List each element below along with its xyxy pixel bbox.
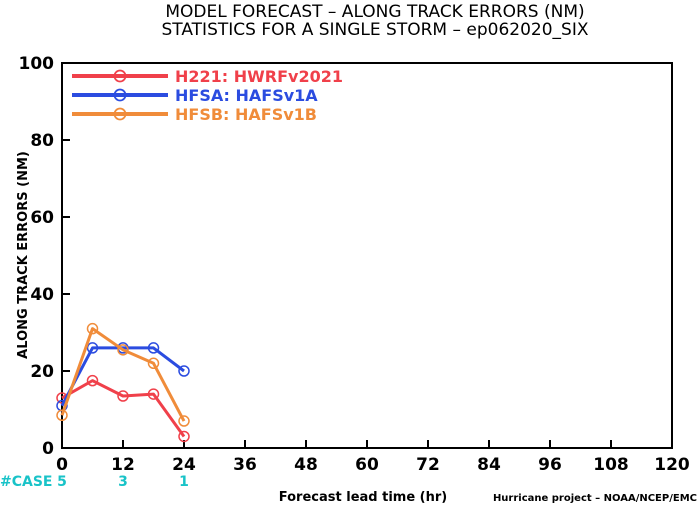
data-point (178, 365, 190, 377)
y-axis-label: ALONG TRACK ERRORS (NM) (16, 151, 31, 359)
case-counts: #CASE 5 3 1 (0, 474, 189, 490)
y-tick-label: 20 (30, 362, 54, 382)
legend-label: HFSB: HAFSv1B (175, 105, 317, 124)
series-line (61, 379, 186, 438)
x-axis-label: Forecast lead time (hr) (279, 490, 447, 505)
case-count: 3 (118, 474, 128, 490)
series-line (60, 346, 185, 407)
legend-label: H221: HWRFv2021 (175, 67, 343, 86)
data-point (86, 374, 99, 387)
data-point (56, 409, 68, 422)
x-tick-label: 96 (538, 455, 562, 475)
data-point (147, 357, 160, 370)
case-label: #CASE (0, 474, 53, 490)
x-tick-label: 108 (593, 455, 629, 475)
x-tick-label: 0 (56, 455, 68, 475)
x-tick-label: 84 (477, 455, 501, 475)
y-tick-label: 60 (30, 208, 54, 228)
legend-marker (113, 69, 127, 83)
data-point (178, 430, 190, 443)
plot-area (61, 62, 673, 449)
y-tick-label: 40 (30, 285, 54, 305)
data-point (147, 388, 160, 400)
x-tick-label: 120 (654, 455, 690, 475)
x-tick-label: 24 (172, 455, 196, 475)
x-tick-label: 48 (294, 455, 318, 475)
x-tick-label: 36 (233, 455, 257, 475)
data-point (147, 342, 160, 354)
data-point (117, 390, 129, 402)
credit-text: Hurricane project – NOAA/NCEP/EMC (493, 493, 697, 504)
data-point (117, 344, 129, 356)
data-point (178, 415, 190, 427)
case-count: 1 (179, 474, 189, 490)
y-tick-label: 80 (30, 131, 54, 151)
data-point (86, 322, 99, 335)
x-tick-label: 72 (416, 455, 440, 475)
series-layer (56, 322, 190, 443)
data-point (86, 342, 99, 354)
y-tick-label: 100 (19, 54, 55, 74)
x-axis: 0 12 24 36 48 60 72 84 96 108 120 (56, 440, 690, 475)
x-tick-label: 60 (355, 455, 379, 475)
legend-marker (113, 107, 127, 121)
series-line (60, 327, 186, 422)
y-axis: 0 20 40 60 80 100 (19, 54, 70, 459)
legend-marker (113, 88, 127, 102)
legend-label: HFSA: HAFSv1A (175, 86, 318, 105)
x-tick-label: 12 (111, 455, 135, 475)
chart-title: MODEL FORECAST – ALONG TRACK ERRORS (NM) (165, 2, 584, 22)
y-tick-label: 0 (42, 439, 54, 459)
case-count: 5 (57, 474, 67, 490)
chart-subtitle: STATISTICS FOR A SINGLE STORM – ep062020… (162, 20, 589, 40)
